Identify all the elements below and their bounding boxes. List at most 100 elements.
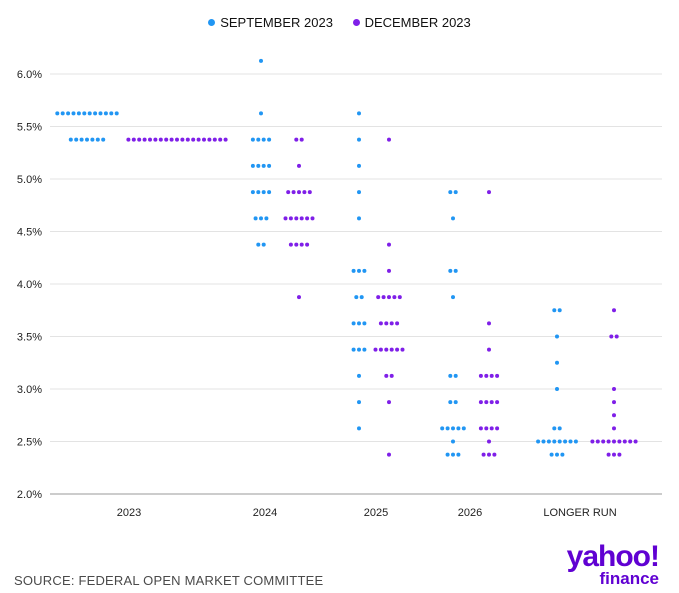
- chart-legend: SEPTEMBER 2023 DECEMBER 2023: [0, 15, 679, 30]
- dot-mark: [622, 439, 627, 444]
- dot-mark: [207, 137, 212, 142]
- dot-mark: [357, 268, 361, 273]
- dot-mark: [267, 137, 272, 142]
- legend-label-december: DECEMBER 2023: [364, 15, 471, 30]
- dot-mark: [557, 426, 562, 431]
- dot-mark: [395, 347, 400, 352]
- dot-mark: [456, 452, 461, 457]
- y-tick-label: 4.5%: [17, 227, 42, 239]
- dot-mark: [487, 321, 491, 326]
- dot-mark: [212, 137, 217, 142]
- y-tick-label: 6.0%: [17, 69, 42, 81]
- dot-mark: [456, 426, 461, 431]
- dot-mark: [451, 426, 455, 431]
- dot-mark: [305, 216, 310, 221]
- dot-mark: [357, 137, 361, 142]
- dot-mark: [180, 137, 185, 142]
- dot-mark: [169, 137, 174, 142]
- dot-mark: [175, 137, 179, 142]
- dot-mark: [126, 137, 131, 142]
- dot-mark: [357, 373, 361, 378]
- dot-mark: [362, 321, 367, 326]
- dot-mark: [484, 373, 489, 378]
- dot-mark: [357, 347, 361, 352]
- dot-mark: [259, 216, 263, 221]
- x-tick-label: 2026: [458, 507, 482, 519]
- dot-mark: [595, 439, 600, 444]
- dot-mark: [85, 137, 89, 142]
- dot-mark: [109, 111, 114, 116]
- dot-mark: [294, 242, 299, 247]
- dot-mark: [362, 347, 367, 352]
- dot-mark: [445, 452, 450, 457]
- dot-mark: [612, 387, 616, 391]
- dot-mark: [601, 439, 606, 444]
- dot-mark: [267, 163, 272, 168]
- dot-mark: [628, 439, 633, 444]
- dot-mark: [563, 439, 568, 444]
- dot-mark: [453, 373, 458, 378]
- dot-mark: [400, 347, 405, 352]
- dot-mark: [453, 268, 458, 273]
- dot-mark: [395, 321, 400, 326]
- dot-mark: [489, 426, 494, 431]
- dot-mark: [357, 216, 361, 221]
- dot-mark: [478, 373, 483, 378]
- dot-mark: [60, 111, 65, 116]
- dot-mark: [440, 426, 445, 431]
- legend-swatch-december: [352, 19, 360, 26]
- dot-mark: [489, 400, 494, 405]
- dot-mark: [555, 360, 559, 365]
- x-tick-label: LONGER RUN: [543, 507, 616, 519]
- yahoo-finance-logo: yahoo! finance: [541, 540, 660, 588]
- y-tick-label: 2.5%: [17, 437, 42, 449]
- dot-mark: [448, 373, 453, 378]
- dot-mark: [294, 216, 299, 221]
- dot-mark: [79, 137, 84, 142]
- dot-mark: [617, 439, 622, 444]
- dot-mark: [297, 295, 301, 300]
- dot-mark: [387, 137, 391, 142]
- grid-lines: [50, 73, 662, 495]
- dot-mark: [95, 137, 100, 142]
- dot-mark: [261, 242, 266, 247]
- dot-mark: [552, 426, 557, 431]
- dot-mark: [310, 216, 315, 221]
- logo-text-finance: finance: [599, 569, 659, 588]
- dot-mark: [259, 58, 263, 63]
- dot-mark: [297, 163, 301, 168]
- y-axis-ticks: 6.0% 5.5% 5.0% 4.5% 4.0% 3.5% 3.0% 2.5% 2.0%: [17, 69, 42, 501]
- x-tick-label: 2023: [117, 507, 141, 519]
- dot-mark: [142, 137, 147, 142]
- dot-mark: [297, 190, 301, 195]
- legend-swatch-september: [208, 19, 216, 26]
- legend-label-september: SEPTEMBER 2023: [220, 15, 333, 30]
- dot-mark: [487, 452, 491, 457]
- dot-mark: [55, 111, 60, 116]
- dot-mark: [354, 295, 359, 300]
- source-note: SOURCE: FEDERAL OPEN MARKET COMMITTEE: [14, 573, 324, 588]
- dot-mark: [549, 452, 554, 457]
- dot-mark: [250, 163, 255, 168]
- dot-mark: [451, 439, 455, 444]
- dot-mark: [299, 137, 304, 142]
- y-tick-label: 4.0%: [17, 279, 42, 291]
- dot-mark: [453, 190, 458, 195]
- dot-mark: [384, 373, 389, 378]
- dot-mark: [633, 439, 638, 444]
- logo-text-yahoo: yahoo!: [566, 540, 660, 573]
- dot-mark: [495, 373, 500, 378]
- dot-mark: [546, 439, 551, 444]
- dot-mark: [448, 400, 453, 405]
- dot-mark: [259, 111, 263, 116]
- dot-mark: [448, 190, 453, 195]
- dot-mark: [378, 347, 383, 352]
- dot-mark: [351, 347, 356, 352]
- dot-mark: [387, 268, 391, 273]
- dot-mark: [98, 111, 103, 116]
- dot-mark: [302, 190, 307, 195]
- dot-mark: [555, 334, 559, 339]
- dot-mark: [191, 137, 196, 142]
- x-tick-label: 2025: [364, 507, 388, 519]
- dot-mark: [223, 137, 228, 142]
